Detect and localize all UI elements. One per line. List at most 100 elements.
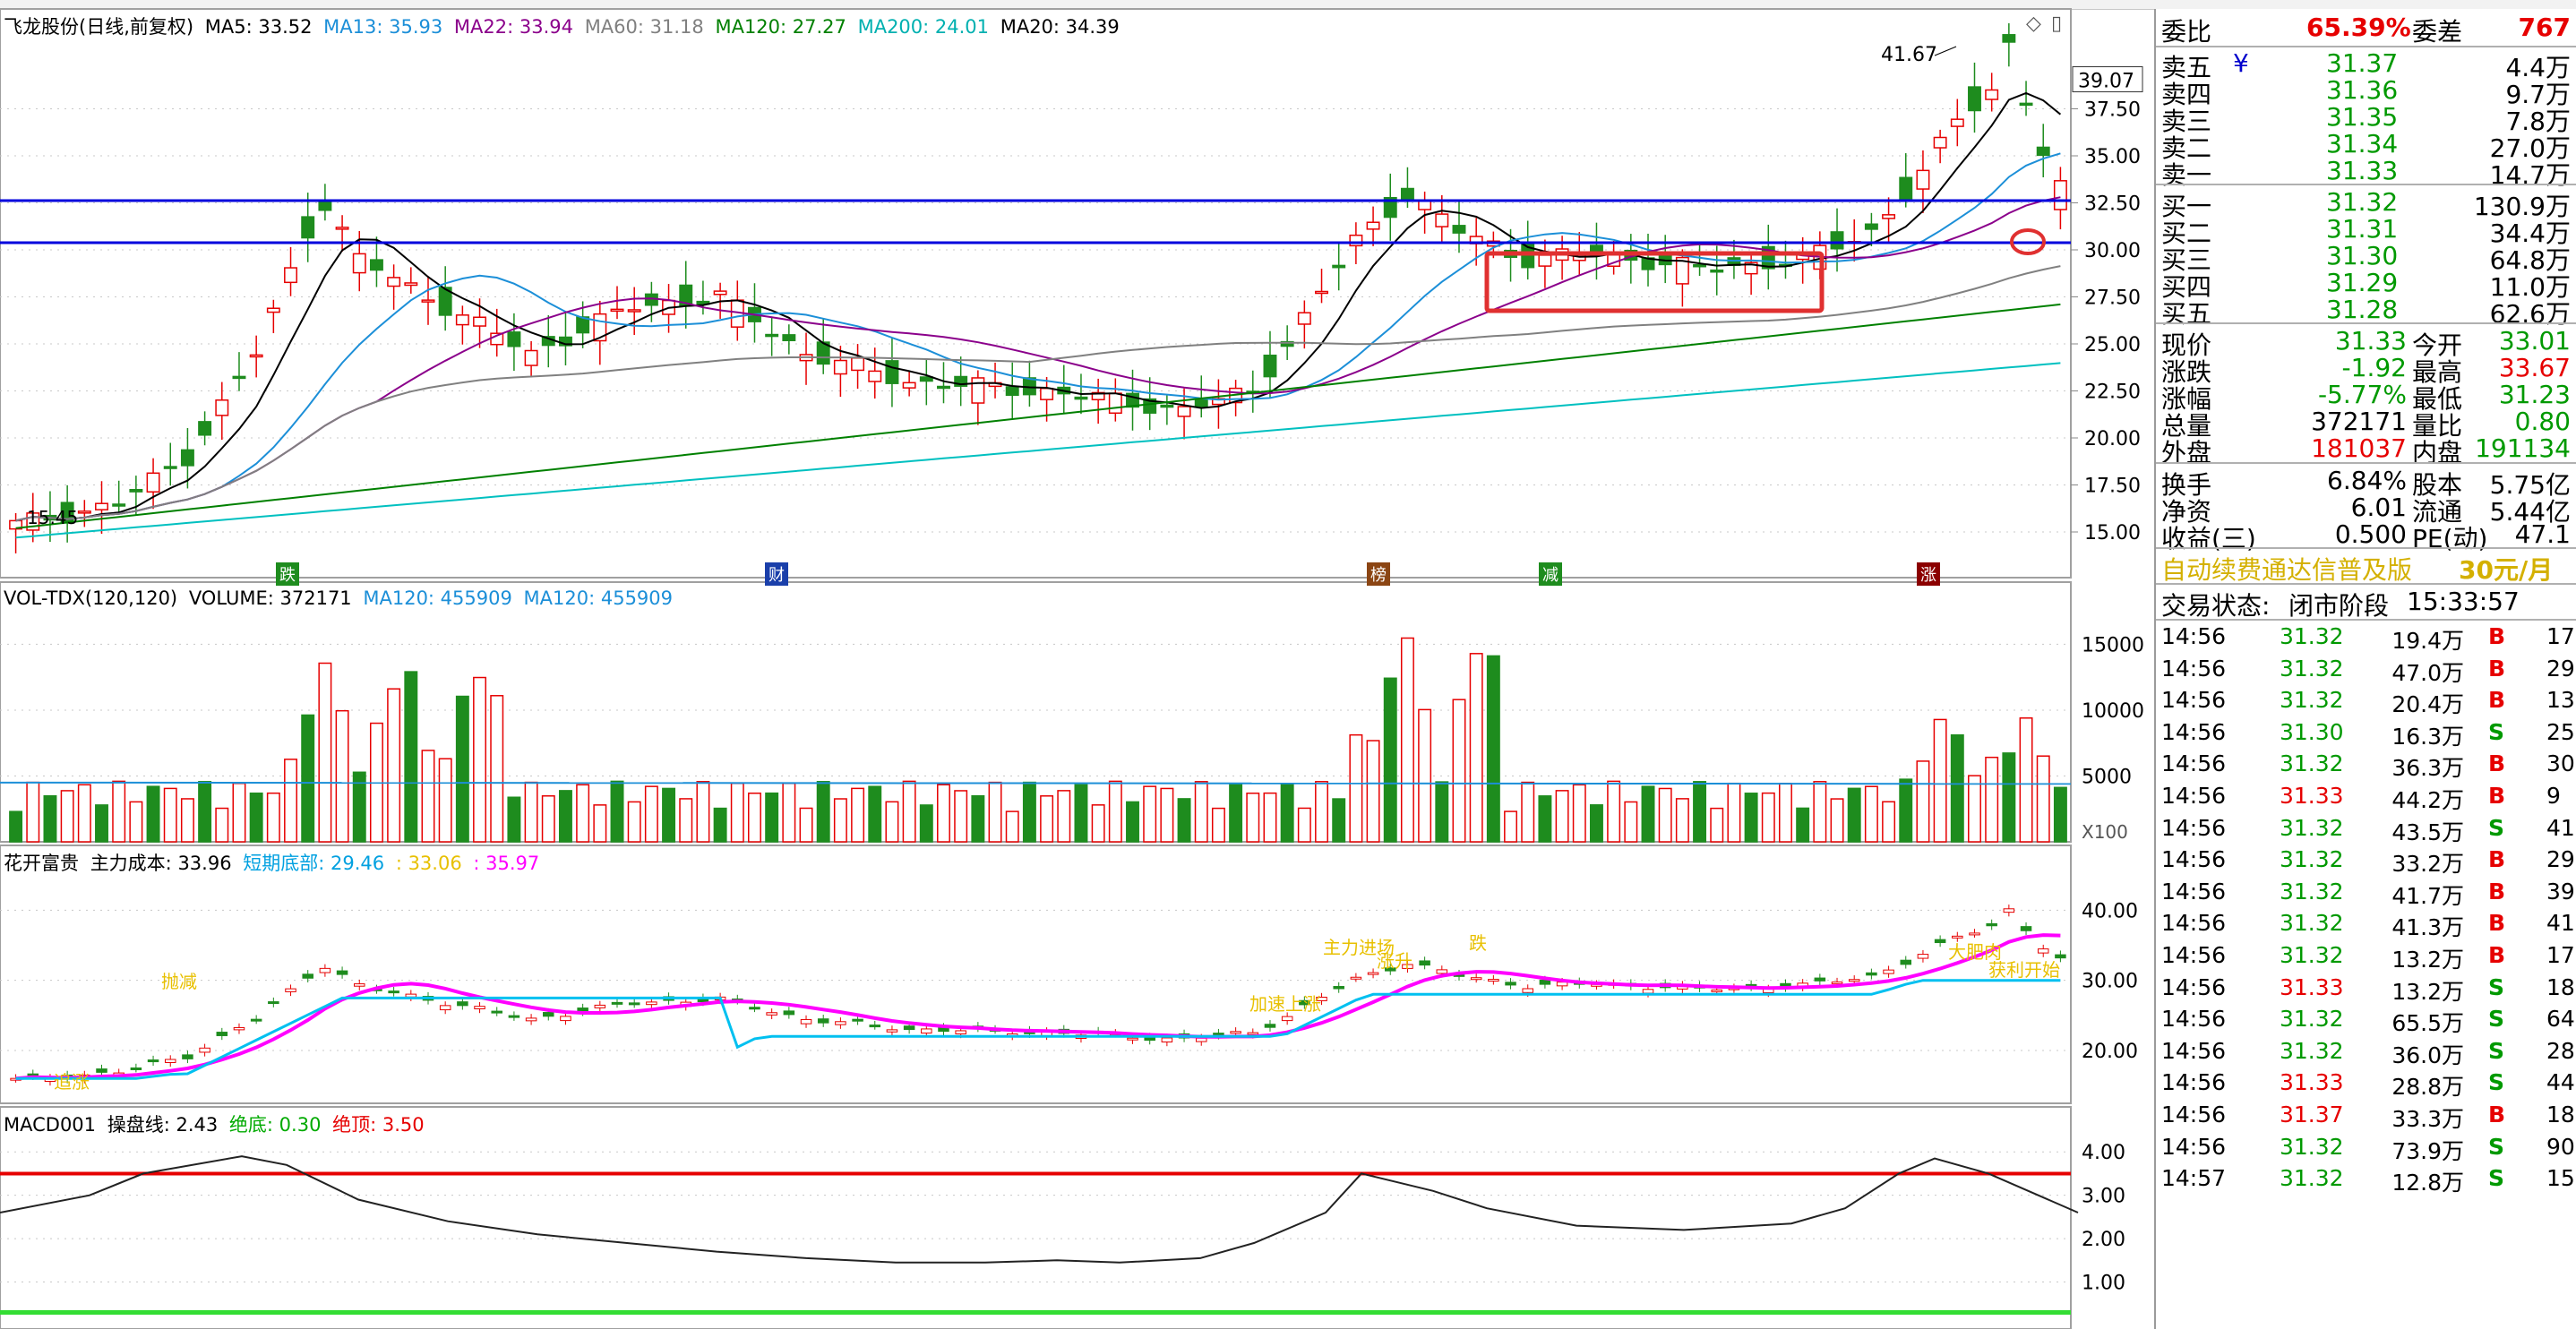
tick-row: 14:56 31.33 28.8万 S 44 [2156,1069,2576,1102]
candle-body [1968,86,1981,112]
volume-ma-line [0,781,2072,785]
ad-price[interactable]: 30元/月 [2459,555,2554,585]
volume-bar [558,790,572,843]
ma20-label: MA20: 34.39 [1000,16,1120,38]
tick-side: B [2488,655,2506,682]
volume-bar [1005,810,1019,843]
volume-bar [95,804,108,843]
bid-volume: 34.4万 [2489,219,2571,248]
volume-bar [284,759,297,843]
ask-label: 卖五 [2161,53,2212,82]
stat-label: 涨幅 [2161,384,2212,414]
tick-volume: 41.7万 [2391,882,2464,909]
volume-bar [266,792,280,843]
tick-volume: 20.4万 [2391,691,2464,718]
main-panel-frame [0,8,2072,579]
huakai-candle-body [508,1015,520,1018]
ask-volume: 9.7万 [2505,80,2571,109]
volume-bar [2036,755,2050,843]
ask-label: 卖四 [2161,80,2212,109]
huakai-candle-body [474,1006,485,1010]
price-axis-label: 32.50 [2084,193,2141,216]
kline-chart-area[interactable]: 37.50 35.00 32.50 30.00 27.50 25.00 22.50 20.00… [0,0,2154,1329]
stat-label: 量比 [2412,411,2463,441]
candle-body [335,227,349,230]
tick-price: 31.32 [2280,655,2344,682]
ask-label: 卖一 [2161,160,2212,190]
ad-text[interactable]: 自动续费通达信普及版 [2161,555,2413,585]
candle-body [2053,180,2067,210]
macd-legend: MACD001 操盘线: 2.43 绝底: 0.30 绝顶: 3.50 [4,1110,430,1137]
volume-bar [77,784,91,843]
volume-bar [971,794,985,843]
huakai-candle-body [1539,979,1551,985]
huakai-candle-body [560,1016,571,1022]
volume-bar [1126,801,1139,843]
volume-bar [1882,801,1896,843]
highlight-circle [2010,228,2046,255]
tick-row: 14:56 31.32 43.5万 S 41 [2156,815,2576,847]
bid-row: 买二 31.31 34.4万 [2156,214,2576,248]
volume-bar [1315,781,1328,843]
huakai-candle-body [852,1018,863,1022]
tick-side: B [2488,623,2506,649]
candle-body [1280,340,1294,347]
huakai-candle-body [1213,1033,1224,1036]
window-toggle-icon[interactable]: ▯ [2051,13,2063,35]
huakai-candle-body [216,1032,228,1036]
stat2-label: 净资 [2161,497,2212,527]
huakai-signal-label: 抛减 [161,971,197,992]
huakai-candle-body [817,1018,829,1024]
stat2-row: 净资 6.01 流通 5.44亿 [2156,493,2576,527]
volume-unit-label: X100 [2082,821,2128,843]
volume-bar [799,807,813,843]
volume-bar [1246,793,1260,843]
huakai-candle-body [1385,967,1396,972]
stat-value: 33.67 [2498,353,2571,382]
tick-price: 31.32 [2280,687,2344,714]
huakai-signal-label: 大肥肉 [1948,941,2002,963]
tick-side: B [2488,783,2506,809]
tick-side: S [2488,1069,2505,1096]
candle-body [885,360,899,384]
candle-body [765,333,779,338]
stat-value: 372171 [2311,407,2407,436]
huakai-candle-body [594,1004,606,1008]
ma120-line [15,303,2061,529]
huakai-signal-label: 加速上涨 [1249,993,1321,1015]
volume-bar [1864,785,1878,843]
bid-price: 31.31 [2326,214,2399,244]
volume-bar [1607,780,1621,843]
tick-count: 17 [2546,623,2575,649]
volume-bar [1521,781,1535,843]
tick-count: 64 [2546,1006,2575,1033]
tick-volume: 12.8万 [2391,1170,2464,1196]
volume-bar [1452,699,1466,843]
diamond-icon[interactable]: ◇ [2026,13,2041,35]
volume-bar [988,781,1002,843]
candle-body [1452,225,1466,234]
tick-volume: 19.4万 [2391,628,2464,654]
stat-label: 外盘 [2161,438,2212,467]
event-marker [1917,562,1940,586]
candle-body [180,449,194,467]
hk-indicator-name: 花开富贵 [4,853,79,874]
macd-top-label: 绝顶: 3.50 [332,1114,425,1136]
ad-banner[interactable]: 自动续费通达信普及版 30元/月 [2156,551,2576,585]
volume-bar [885,801,899,843]
candle-body [1864,223,1878,230]
ma200-line [15,362,2061,539]
volume-bar [833,798,847,843]
volume-bar [1160,787,1174,843]
tick-price: 31.32 [2280,750,2344,777]
tick-price: 31.32 [2280,814,2344,841]
ask-price: 31.36 [2326,75,2399,105]
huakai-axis-label: 20.00 [2082,1041,2138,1063]
volume-bar [1435,781,1449,843]
huakai-cost-line [15,933,2061,1081]
candle-body [1675,256,1689,285]
volume-bar [1297,807,1311,843]
event-marker [765,562,788,586]
stat-row: 涨幅 -5.77% 最低 31.23 [2156,380,2576,414]
huakai-candle-body [1848,979,1860,982]
